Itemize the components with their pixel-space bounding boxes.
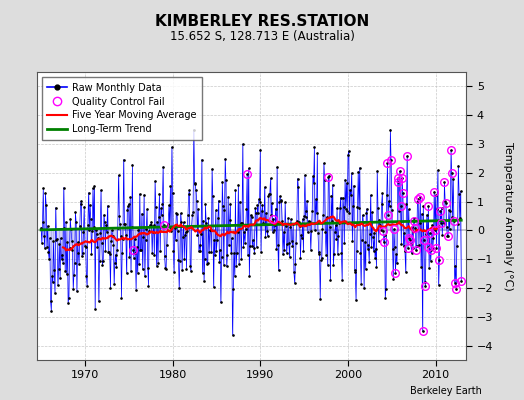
Text: 15.652 S, 128.713 E (Australia): 15.652 S, 128.713 E (Australia): [170, 30, 354, 43]
Text: KIMBERLEY RES.STATION: KIMBERLEY RES.STATION: [155, 14, 369, 29]
Legend: Raw Monthly Data, Quality Control Fail, Five Year Moving Average, Long-Term Tren: Raw Monthly Data, Quality Control Fail, …: [41, 77, 202, 140]
Text: Berkeley Earth: Berkeley Earth: [410, 386, 482, 396]
Y-axis label: Temperature Anomaly (°C): Temperature Anomaly (°C): [503, 142, 512, 290]
